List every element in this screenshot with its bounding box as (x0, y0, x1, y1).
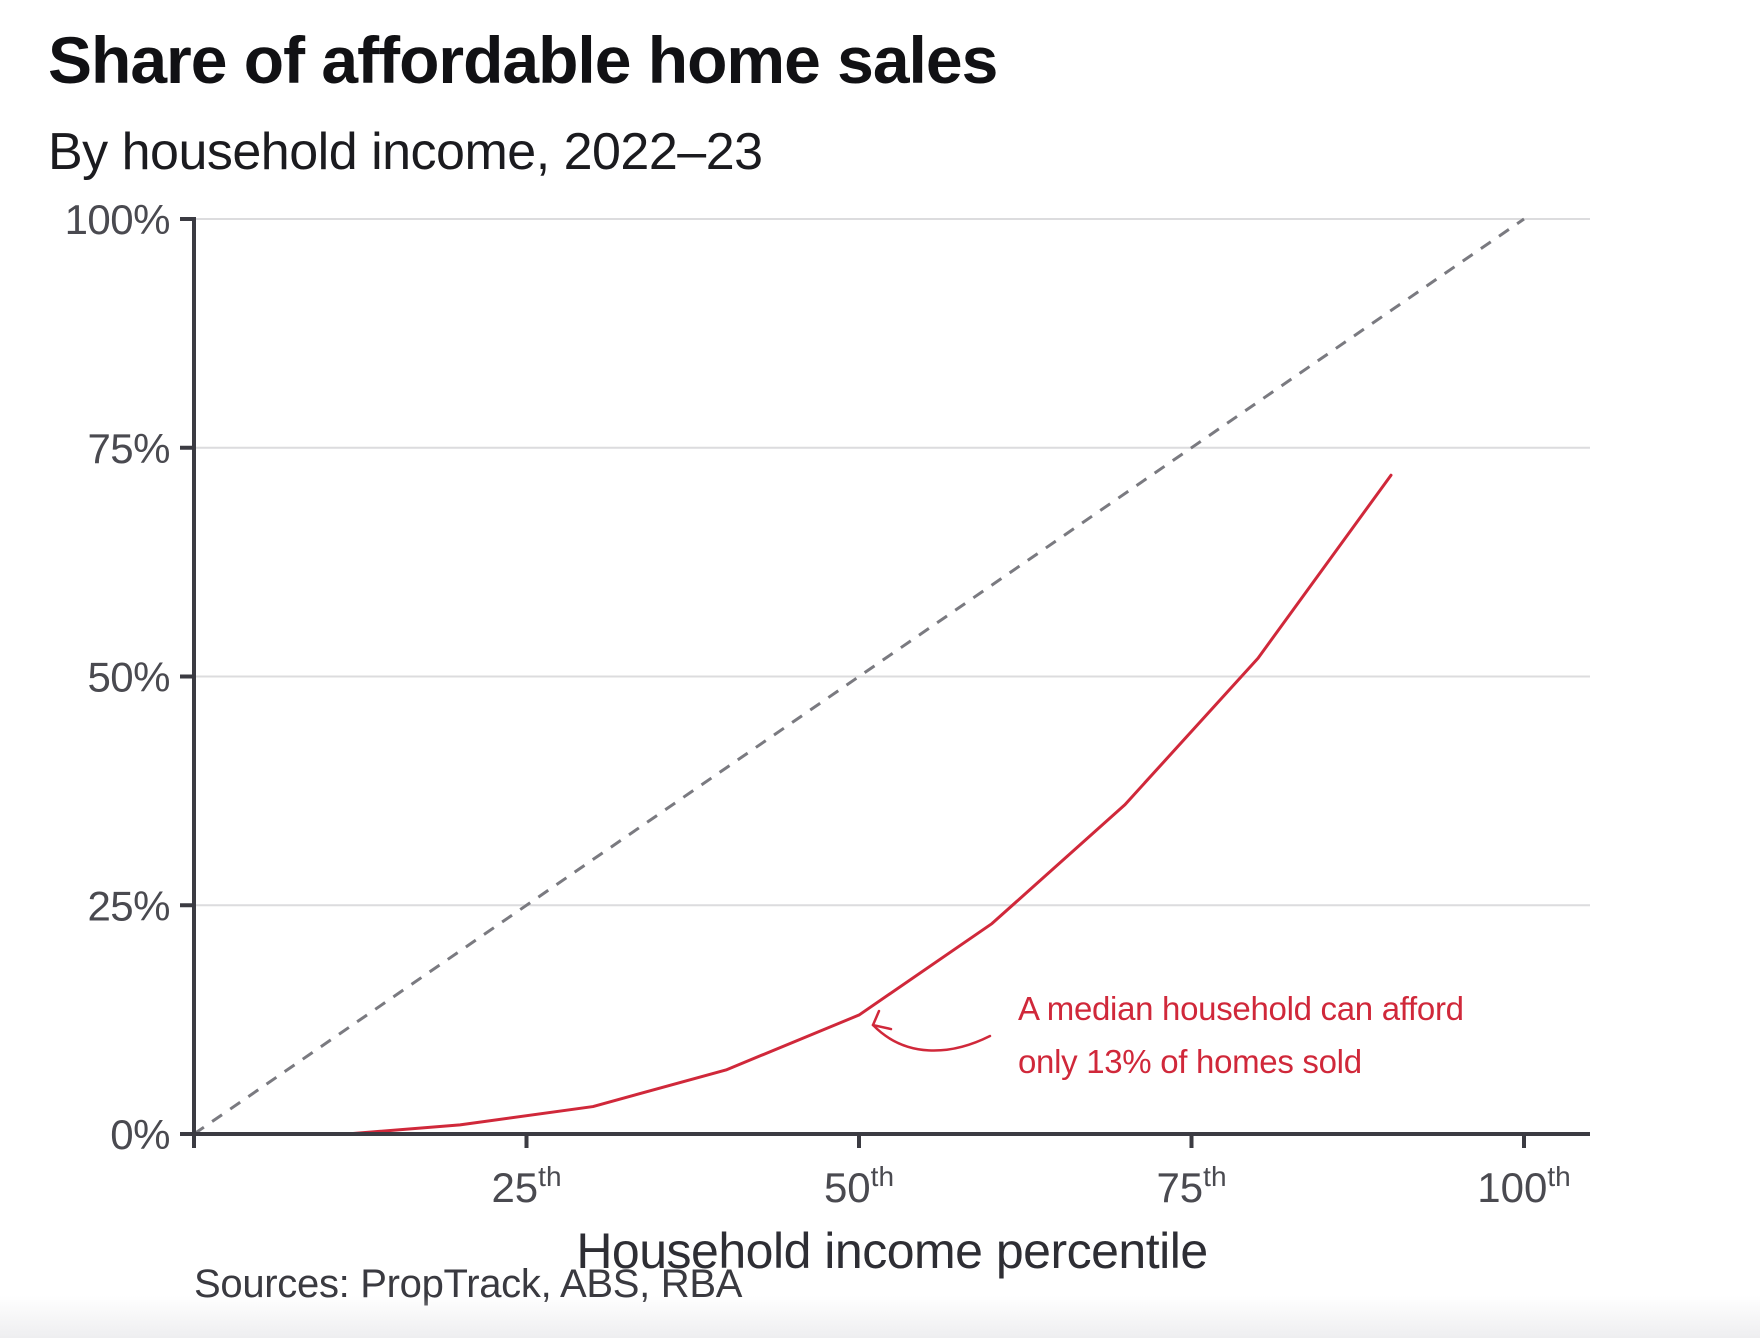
annotation-arrow-line (871, 1023, 992, 1052)
chart-title: Share of affordable home sales (48, 23, 998, 97)
x-tick-label-0: 25th (491, 1161, 561, 1211)
y-tick-label-2: 50% (87, 654, 170, 701)
y-tick-label-4: 100% (65, 196, 170, 243)
y-tick-label-3: 75% (87, 425, 170, 472)
x-tick-label-2: 75th (1156, 1161, 1226, 1211)
x-tick-labels: 25th 50th 75th 100th (192, 1134, 1571, 1211)
annotation-text-line-0: A median household can afford (1018, 990, 1464, 1027)
x-axis-title: Household income percentile (576, 1223, 1207, 1279)
series-line-affordable-share (345, 473, 1393, 1136)
bottom-fade (0, 1296, 1760, 1338)
annotation: A median household can afford only 13% of… (871, 990, 1464, 1080)
y-tick-labels: 0% 25% 50% 75% 100% (65, 196, 194, 1158)
x-tick-label-1: 50th (824, 1161, 894, 1211)
annotation-text-line-1: only 13% of homes sold (1018, 1043, 1362, 1080)
y-tick-label-0: 0% (110, 1111, 170, 1158)
reference-line-dashed (193, 217, 1525, 1136)
series-group (193, 217, 1525, 1136)
gridlines (194, 218, 1590, 907)
x-tick-label-3: 100th (1477, 1161, 1570, 1211)
chart-subtitle: By household income, 2022–23 (48, 123, 763, 181)
y-tick-label-1: 25% (87, 882, 170, 929)
annotation-arrow-head (871, 1009, 893, 1031)
